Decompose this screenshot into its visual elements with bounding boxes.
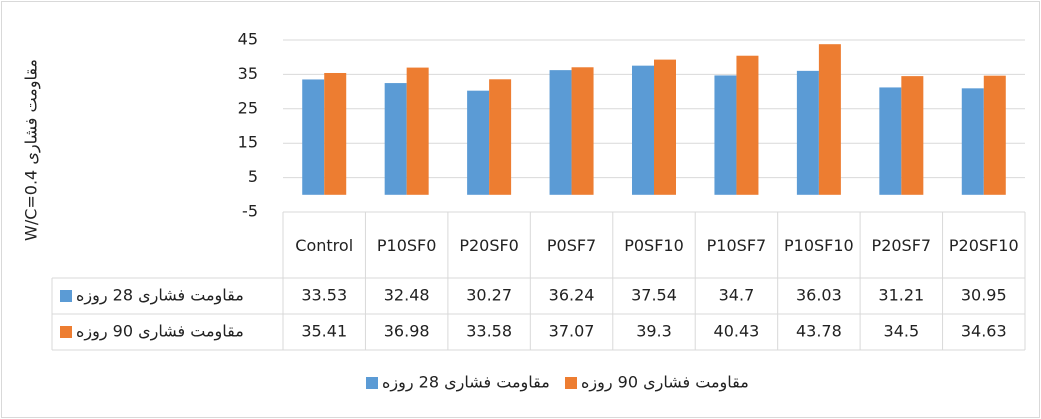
- bar: [654, 59, 676, 195]
- bar: [983, 75, 1006, 195]
- table-value: 30.27: [466, 286, 512, 305]
- table-value: 36.03: [796, 286, 842, 305]
- bar: [384, 83, 407, 195]
- table-value: 34.5: [884, 322, 920, 341]
- bar: [796, 70, 819, 195]
- table-value: 34.63: [961, 322, 1007, 341]
- table-value: 37.07: [549, 322, 595, 341]
- table-value: 31.21: [878, 286, 924, 305]
- table-value: 36.24: [549, 286, 595, 305]
- legend-key: [366, 377, 378, 389]
- table-header-cell: P0SF7: [546, 236, 597, 255]
- category-label: P10SF0: [376, 236, 437, 255]
- legend-key: [60, 290, 72, 302]
- table-value: 33.53: [301, 286, 347, 305]
- bar: [406, 67, 429, 195]
- category-label: P10SF7: [706, 236, 767, 255]
- y-tick-label: 35: [238, 64, 258, 83]
- table-header-cell: Control: [295, 236, 354, 255]
- table-value: 36.98: [384, 322, 430, 341]
- table-value: 39.3: [636, 322, 672, 341]
- y-tick-label: 15: [238, 133, 258, 152]
- bar: [961, 88, 984, 195]
- legend-label: مقاومت فشاری 90 روزه: [581, 373, 749, 393]
- table-value: 40.43: [714, 322, 760, 341]
- table-header-cell: P0SF10: [624, 236, 684, 255]
- table-header-cell: P20SF10: [948, 236, 1019, 255]
- category-label: P20SF10: [948, 236, 1019, 255]
- bar: [324, 72, 347, 195]
- table-header-cell: P10SF10: [784, 236, 854, 255]
- category-label: P20SF7: [871, 236, 932, 255]
- bar: [736, 55, 759, 195]
- y-tick-label: -5: [242, 202, 258, 221]
- bar: [632, 65, 654, 195]
- y-tick-label: 5: [248, 167, 258, 186]
- bar: [302, 79, 325, 195]
- table-value: 34.7: [719, 286, 755, 305]
- category-label: Control: [295, 236, 354, 255]
- y-axis-title: W/C=0.4 مقاومت فشاری: [22, 59, 42, 241]
- bar: [818, 44, 841, 195]
- legend-label: مقاومت فشاری 28 روزه: [382, 373, 550, 393]
- bar: [879, 87, 902, 195]
- table-value: 33.58: [466, 322, 512, 341]
- y-tick-label: 45: [238, 30, 258, 49]
- table-header-cell: P10SF7: [706, 236, 767, 255]
- bar: [571, 67, 594, 195]
- table-value: 35.41: [301, 322, 347, 341]
- table-header-cell: P20SF7: [871, 236, 932, 255]
- category-label: P10SF10: [784, 236, 854, 255]
- series-name: مقاومت فشاری 28 روزه: [76, 286, 244, 306]
- bar: [549, 70, 572, 195]
- table-header-cell: P20SF0: [459, 236, 519, 255]
- category-label: P0SF7: [546, 236, 597, 255]
- bar: [467, 90, 490, 195]
- table-value: 32.48: [384, 286, 430, 305]
- table-value: 37.54: [631, 286, 677, 305]
- legend-key: [60, 326, 72, 338]
- bar: [901, 76, 924, 195]
- table-value: 30.95: [961, 286, 1007, 305]
- table-header-cell: P10SF0: [376, 236, 437, 255]
- bar: [489, 79, 512, 195]
- series-name: مقاومت فشاری 90 روزه: [76, 322, 244, 342]
- category-label: P20SF0: [459, 236, 519, 255]
- legend-key: [565, 377, 577, 389]
- y-tick-label: 25: [238, 98, 258, 117]
- category-label: P0SF10: [624, 236, 684, 255]
- bar: [714, 75, 737, 195]
- table-value: 43.78: [796, 322, 842, 341]
